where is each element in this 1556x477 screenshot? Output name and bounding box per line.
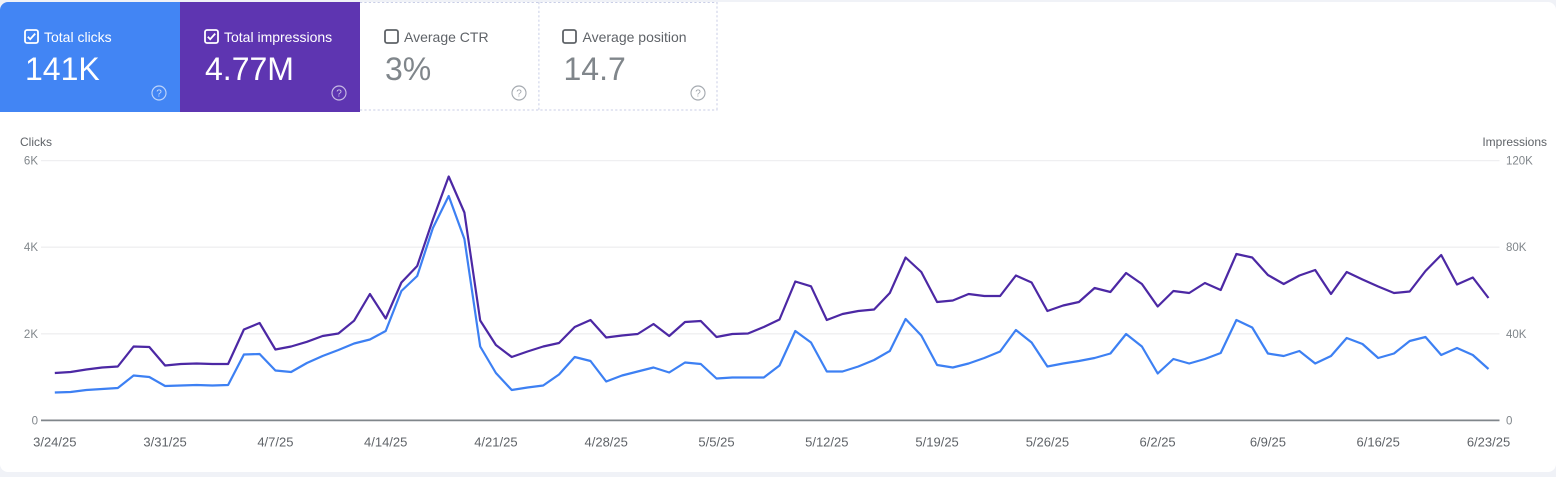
svg-text:120K: 120K [1506, 156, 1533, 168]
svg-text:6/9/25: 6/9/25 [1250, 435, 1286, 450]
svg-text:4K: 4K [24, 242, 38, 254]
svg-text:0: 0 [1506, 415, 1512, 427]
svg-text:6/16/25: 6/16/25 [1357, 435, 1400, 450]
svg-text:80K: 80K [1506, 242, 1527, 254]
svg-text:Clicks: Clicks [20, 135, 52, 149]
svg-text:4/14/25: 4/14/25 [364, 435, 407, 450]
svg-text:2K: 2K [24, 329, 38, 341]
svg-text:3/31/25: 3/31/25 [143, 435, 186, 450]
svg-text:?: ? [336, 88, 342, 99]
svg-text:4/21/25: 4/21/25 [474, 435, 517, 450]
svg-text:40K: 40K [1506, 329, 1527, 341]
svg-text:5/19/25: 5/19/25 [915, 435, 958, 450]
svg-text:6K: 6K [24, 156, 38, 168]
svg-text:5/26/25: 5/26/25 [1026, 435, 1069, 450]
svg-text:6/2/25: 6/2/25 [1140, 435, 1176, 450]
svg-text:3/24/25: 3/24/25 [33, 435, 76, 450]
svg-text:?: ? [695, 88, 701, 99]
svg-text:0: 0 [32, 415, 38, 427]
svg-text:?: ? [156, 88, 162, 99]
svg-text:6/23/25: 6/23/25 [1467, 435, 1510, 450]
svg-text:4/28/25: 4/28/25 [585, 435, 628, 450]
svg-text:Impressions: Impressions [1482, 135, 1547, 149]
svg-text:?: ? [516, 88, 522, 99]
svg-text:4/7/25: 4/7/25 [257, 435, 293, 450]
svg-text:5/12/25: 5/12/25 [805, 435, 848, 450]
svg-text:5/5/25: 5/5/25 [698, 435, 734, 450]
